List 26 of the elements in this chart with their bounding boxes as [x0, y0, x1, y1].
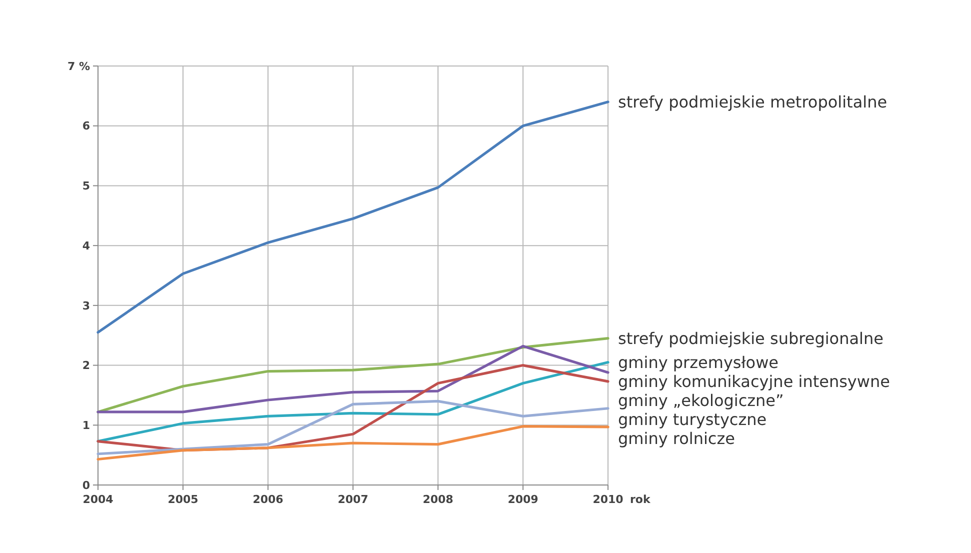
y-tick-label: 4 [82, 239, 90, 252]
x-axis-title: rok [630, 493, 651, 506]
x-tick-label: 2008 [422, 493, 454, 506]
x-tick-label: 2007 [338, 493, 368, 506]
line-series [96, 400, 610, 456]
series-label: gminy rolnicze [618, 428, 735, 448]
y-tick-label: 7 % [67, 60, 90, 73]
x-tick-label: 2004 [82, 493, 114, 506]
y-tick-label: 2 [82, 359, 90, 372]
y-tick-label: 0 [82, 478, 90, 492]
series-label: strefy podmiejskie metropolitalne [618, 92, 888, 112]
y-tick-label: 3 [82, 299, 90, 312]
series-label: gminy przemysłowe [618, 352, 779, 372]
x-tick-label: 2010 [592, 493, 624, 506]
line-series [96, 425, 610, 461]
line-series [96, 100, 610, 334]
y-tick-label: 5 [82, 180, 90, 193]
series-label: gminy „ekologiczne” [618, 390, 784, 410]
y-tick-label: 1 [82, 418, 90, 432]
x-tick-label: 2009 [508, 493, 538, 506]
series-label: gminy komunikacyjne intensywne [618, 372, 890, 391]
series-label: gminy turystyczne [618, 410, 767, 429]
y-tick-label: 6 [82, 120, 90, 133]
x-tick-label: 2005 [168, 493, 198, 506]
x-tick-label: 2006 [252, 493, 284, 506]
series-label: strefy podmiejskie subregionalne [618, 328, 884, 348]
